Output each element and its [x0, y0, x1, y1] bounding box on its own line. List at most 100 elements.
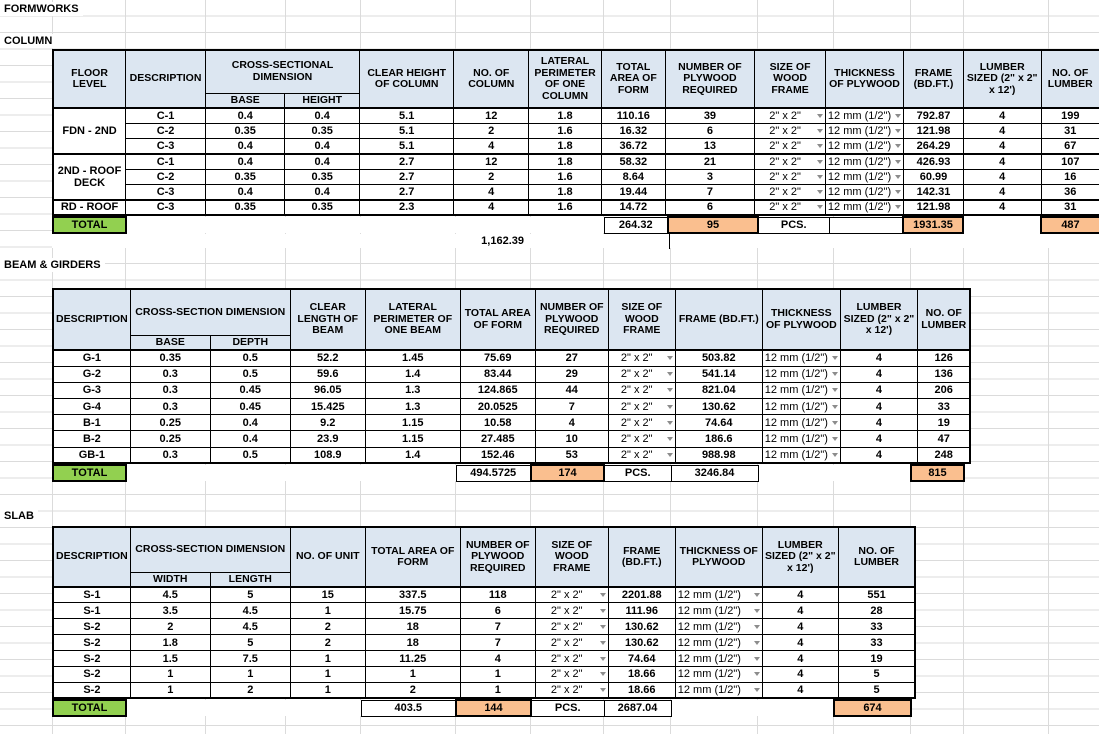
cell-width[interactable]: 1: [129, 681, 211, 699]
dropdown-arrow-icon[interactable]: [895, 174, 902, 179]
cell-frame-bdft[interactable]: 426.93: [903, 152, 964, 170]
cell-plywood-required[interactable]: 3: [664, 168, 756, 185]
cell-frame-bdft[interactable]: 121.98: [903, 198, 964, 216]
cell-no-of-lumber[interactable]: 16: [1040, 168, 1099, 185]
cell-lumber-size[interactable]: 4: [761, 681, 839, 699]
cell-clear-height[interactable]: 2.3: [358, 198, 455, 216]
cell-lumber-size[interactable]: 4: [962, 152, 1042, 170]
cell-clear-length[interactable]: 59.6: [289, 365, 366, 383]
cell-no-of-column[interactable]: 4: [453, 198, 530, 216]
cell-depth[interactable]: 0.5: [209, 446, 291, 464]
thickness-dropdown[interactable]: 12 mm (1/2"): [824, 168, 905, 185]
cell-no-of-unit[interactable]: 15: [289, 586, 366, 604]
cell-no-of-lumber[interactable]: 136: [916, 365, 971, 383]
cell-frame-bdft[interactable]: 74.64: [674, 414, 763, 432]
cell-frame-bdft[interactable]: 142.31: [903, 183, 964, 201]
cell-clear-height[interactable]: 2.7: [358, 168, 455, 185]
cell-frame-bdft[interactable]: 74.64: [607, 650, 676, 667]
dropdown-arrow-icon[interactable]: [599, 593, 606, 598]
cell-frame-bdft[interactable]: 121.98: [903, 122, 964, 140]
cell-lumber-size[interactable]: 4: [962, 107, 1042, 124]
cell-frame-bdft[interactable]: 130.62: [674, 398, 763, 416]
cell-plywood-required[interactable]: 7: [664, 183, 756, 201]
cell-no-of-lumber[interactable]: 33: [837, 634, 916, 652]
cell-length[interactable]: 2: [209, 681, 291, 699]
cell-description[interactable]: C-1: [125, 152, 207, 170]
wood-frame-dropdown[interactable]: 2" x 2": [534, 618, 609, 636]
cell-lumber-size[interactable]: 4: [839, 381, 918, 400]
cell-plywood-required[interactable]: 1: [459, 665, 536, 683]
cell-total-area[interactable]: 16.32: [600, 122, 666, 140]
cell-height[interactable]: 0.4: [284, 183, 360, 201]
cell-plywood-required[interactable]: 21: [664, 152, 756, 170]
total-area-value[interactable]: 264.32: [603, 216, 669, 234]
total-frame-value[interactable]: 2687.04: [603, 699, 672, 717]
cell-length[interactable]: 4.5: [209, 618, 291, 636]
dropdown-arrow-icon[interactable]: [816, 159, 823, 164]
cell-lumber-size[interactable]: 4: [839, 349, 918, 367]
cell-total-area[interactable]: 8.64: [600, 168, 666, 185]
cell-no-of-unit[interactable]: 1: [289, 665, 366, 683]
cell-lateral-perimeter[interactable]: 1.15: [364, 414, 461, 432]
cell-no-of-lumber[interactable]: 36: [1040, 183, 1099, 201]
wood-frame-dropdown[interactable]: 2" x 2": [607, 365, 676, 383]
cell-frame-bdft[interactable]: 792.87: [903, 107, 964, 124]
cell-no-of-lumber[interactable]: 33: [837, 618, 916, 636]
dropdown-arrow-icon[interactable]: [753, 608, 760, 613]
cell-total-area[interactable]: 110.16: [600, 107, 666, 124]
cell-width[interactable]: 1.8: [129, 634, 211, 652]
cell-lateral-perimeter[interactable]: 1.3: [364, 381, 461, 400]
cell-total-area[interactable]: 58.32: [600, 152, 666, 170]
cell-no-of-lumber[interactable]: 206: [916, 381, 971, 400]
cell-no-of-unit[interactable]: 2: [289, 634, 366, 652]
thickness-dropdown[interactable]: 12 mm (1/2"): [761, 381, 841, 400]
cell-no-of-column[interactable]: 2: [453, 168, 530, 185]
cell-lateral-perimeter[interactable]: 1.6: [528, 198, 602, 216]
cell-length[interactable]: 7.5: [209, 650, 291, 667]
cell-description[interactable]: B-2: [52, 430, 131, 448]
wood-frame-dropdown[interactable]: 2" x 2": [607, 381, 676, 400]
thickness-dropdown[interactable]: 12 mm (1/2"): [674, 665, 763, 683]
cell-frame-bdft[interactable]: 988.98: [674, 446, 763, 464]
cell-lumber-size[interactable]: 4: [761, 634, 839, 652]
cell-description[interactable]: S-2: [52, 618, 131, 636]
cell-no-of-column[interactable]: 12: [453, 107, 530, 124]
cell-clear-length[interactable]: 96.05: [289, 381, 366, 400]
cell-total-area[interactable]: 19.44: [600, 183, 666, 201]
cell-no-of-lumber[interactable]: 5: [837, 665, 916, 683]
cell-plywood-required[interactable]: 7: [534, 398, 609, 416]
total-frame-value[interactable]: 1931.35: [902, 216, 964, 235]
cell-lumber-size[interactable]: 4: [962, 183, 1042, 201]
dropdown-arrow-icon[interactable]: [831, 372, 838, 377]
cell-depth[interactable]: 0.4: [209, 414, 291, 432]
dropdown-arrow-icon[interactable]: [816, 128, 823, 133]
total-plywood-value[interactable]: 144: [455, 699, 532, 718]
total-plywood-value[interactable]: 174: [530, 464, 605, 483]
cell-frame-bdft[interactable]: 130.62: [607, 618, 676, 636]
wood-frame-dropdown[interactable]: 2" x 2": [754, 183, 826, 201]
cell-plywood-required[interactable]: 6: [664, 198, 756, 216]
cell-description[interactable]: S-2: [52, 681, 131, 699]
cell-description[interactable]: C-3: [125, 138, 207, 155]
wood-frame-dropdown[interactable]: 2" x 2": [754, 198, 826, 216]
cell-frame-bdft[interactable]: 264.29: [903, 138, 964, 155]
total-label[interactable]: TOTAL: [52, 464, 127, 483]
cell-lumber-size[interactable]: 4: [839, 430, 918, 448]
thickness-dropdown[interactable]: 12 mm (1/2"): [761, 398, 841, 416]
cell-lumber-size[interactable]: 4: [761, 665, 839, 683]
cell-clear-height[interactable]: 2.7: [358, 183, 455, 201]
cell-no-of-lumber[interactable]: 248: [916, 446, 971, 464]
cell-depth[interactable]: 0.5: [209, 365, 291, 383]
cell-length[interactable]: 5: [209, 586, 291, 604]
wood-frame-dropdown[interactable]: 2" x 2": [754, 168, 826, 185]
total-label[interactable]: TOTAL: [52, 216, 127, 235]
dropdown-arrow-icon[interactable]: [666, 404, 673, 409]
dropdown-arrow-icon[interactable]: [753, 672, 760, 677]
cell-total-area[interactable]: 18: [364, 618, 461, 636]
cell-no-of-lumber[interactable]: 31: [1040, 198, 1099, 216]
dropdown-arrow-icon[interactable]: [753, 624, 760, 629]
cell-height[interactable]: 0.4: [284, 138, 360, 155]
cell-plywood-required[interactable]: 118: [459, 586, 536, 604]
cell-total-area[interactable]: 75.69: [459, 349, 536, 367]
wood-frame-dropdown[interactable]: 2" x 2": [754, 122, 826, 140]
